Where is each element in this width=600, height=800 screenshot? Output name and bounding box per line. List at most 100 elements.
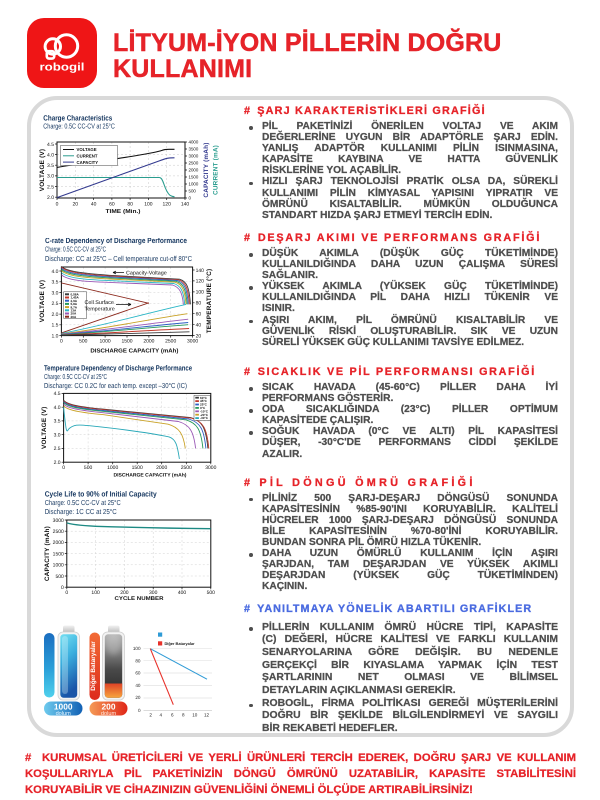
svg-text:0: 0 <box>62 465 65 471</box>
svg-text:1500: 1500 <box>189 175 199 180</box>
svg-text:200: 200 <box>120 590 129 596</box>
svg-text:0: 0 <box>189 196 192 201</box>
svg-text:Charge: 0.5C CC-CV at 25°C: Charge: 0.5C CC-CV at 25°C <box>43 122 115 131</box>
svg-text:2000: 2000 <box>189 168 199 173</box>
svg-text:Cycle Life to 90% of Initial C: Cycle Life to 90% of Initial Capacity <box>45 490 158 499</box>
svg-text:VOLTAGE (V): VOLTAGE (V) <box>41 407 48 449</box>
svg-text:20: 20 <box>135 695 141 700</box>
svg-text:Cell Surface: Cell Surface <box>85 300 114 306</box>
svg-text:2,9A: 2,9A <box>71 299 78 303</box>
svg-text:1000: 1000 <box>54 702 73 712</box>
svg-text:10: 10 <box>192 713 198 718</box>
svg-text:3000: 3000 <box>53 518 64 524</box>
svg-text:60: 60 <box>109 202 115 208</box>
svg-text:2.5: 2.5 <box>54 446 61 452</box>
svg-text:1000: 1000 <box>53 563 64 569</box>
svg-text:80: 80 <box>196 301 202 307</box>
svg-text:Charge Characteristics: Charge Characteristics <box>43 114 112 123</box>
svg-text:300: 300 <box>149 590 158 596</box>
svg-text:13A: 13A <box>71 309 77 313</box>
svg-text:20: 20 <box>196 333 202 339</box>
svg-text:Temperature: Temperature <box>85 307 115 313</box>
svg-text:VOLTAGE: VOLTAGE <box>77 147 97 152</box>
svg-text:VOLTAGE (V): VOLTAGE (V) <box>39 280 46 322</box>
svg-text:40: 40 <box>135 683 141 688</box>
svg-text:4: 4 <box>160 713 163 718</box>
svg-text:2.5: 2.5 <box>47 184 54 190</box>
svg-text:3.5: 3.5 <box>51 280 58 286</box>
svg-text:20A: 20A <box>71 312 77 316</box>
svg-text:4000: 4000 <box>189 140 199 145</box>
svg-text:3.0: 3.0 <box>47 174 54 180</box>
svg-text:DISCHARGE CAPACITY (mAh): DISCHARGE CAPACITY (mAh) <box>114 473 187 479</box>
svg-text:2000: 2000 <box>53 540 64 546</box>
svg-text:140: 140 <box>196 268 205 274</box>
svg-text:0: 0 <box>56 202 59 208</box>
svg-text:40: 40 <box>196 323 202 329</box>
svg-text:400: 400 <box>178 590 187 596</box>
svg-text:1.0: 1.0 <box>51 333 58 339</box>
svg-text:500: 500 <box>79 339 88 345</box>
svg-text:Charge: 0.5C CC-CV at 25°C: Charge: 0.5C CC-CV at 25°C <box>45 498 121 507</box>
svg-text:0: 0 <box>61 585 64 591</box>
svg-text:1000: 1000 <box>107 465 118 471</box>
svg-text:4.0: 4.0 <box>51 269 58 275</box>
svg-text:80: 80 <box>127 202 133 208</box>
svg-text:1500: 1500 <box>53 551 64 557</box>
svg-text:CAPACITY (mAh): CAPACITY (mAh) <box>44 526 51 581</box>
svg-text:TIME (Min.): TIME (Min.) <box>106 208 141 215</box>
svg-text:26A: 26A <box>71 315 77 319</box>
svg-text:3000: 3000 <box>187 339 198 345</box>
svg-text:3.0: 3.0 <box>51 290 58 296</box>
svg-text:20: 20 <box>73 202 79 208</box>
svg-text:5,8A: 5,8A <box>71 302 78 306</box>
svg-text:1500: 1500 <box>121 339 132 345</box>
svg-text:-20°C: -20°C <box>200 413 209 417</box>
svg-text:45°C: 45°C <box>200 399 208 403</box>
svg-text:80: 80 <box>135 658 141 663</box>
svg-text:dolum: dolum <box>56 710 72 717</box>
svg-text:3.5: 3.5 <box>54 419 61 425</box>
svg-text:40: 40 <box>91 202 97 208</box>
svg-text:TEMPERATURE (°C): TEMPERATURE (°C) <box>206 269 213 334</box>
svg-text:500: 500 <box>84 465 93 471</box>
svg-text:CAPACITY: CAPACITY <box>77 160 99 165</box>
svg-text:Discharge: CC 0.2C for each te: Discharge: CC 0.2C for each temp. except… <box>44 381 187 390</box>
svg-text:2500: 2500 <box>189 161 199 166</box>
svg-text:140: 140 <box>181 202 190 208</box>
svg-text:3.5: 3.5 <box>47 163 54 169</box>
svg-text:VOLTAGE (V): VOLTAGE (V) <box>39 149 46 191</box>
svg-text:0: 0 <box>65 590 68 596</box>
svg-text:2500: 2500 <box>181 465 192 471</box>
svg-text:3.0: 3.0 <box>54 433 61 439</box>
svg-text:Discharge: 1C CC at 25°C: Discharge: 1C CC at 25°C <box>45 507 117 516</box>
svg-text:CYCLE NUMBER: CYCLE NUMBER <box>115 596 164 602</box>
svg-text:4.0: 4.0 <box>47 152 54 158</box>
svg-text:0,58A: 0,58A <box>71 293 80 297</box>
svg-text:3000: 3000 <box>205 465 216 471</box>
svg-text:500: 500 <box>189 189 197 194</box>
svg-text:Diğer Bataryalar: Diğer Bataryalar <box>90 641 97 691</box>
svg-text:500: 500 <box>207 590 216 596</box>
svg-text:3000: 3000 <box>189 154 199 159</box>
svg-text:8: 8 <box>182 713 185 718</box>
svg-text:60°C: 60°C <box>200 396 208 400</box>
svg-text:0: 0 <box>60 339 63 345</box>
svg-text:Charge: 0.5C CC-CV at 25°C: Charge: 0.5C CC-CV at 25°C <box>44 372 107 381</box>
svg-text:Charge: 0.5C CC-CV at 25°C: Charge: 0.5C CC-CV at 25°C <box>45 245 106 254</box>
svg-text:100: 100 <box>91 590 100 596</box>
svg-text:0: 0 <box>138 708 141 713</box>
svg-text:8,7A: 8,7A <box>71 305 78 309</box>
svg-text:1500: 1500 <box>132 465 143 471</box>
svg-text:2000: 2000 <box>156 465 167 471</box>
svg-text:3500: 3500 <box>189 147 199 152</box>
svg-text:60: 60 <box>196 312 202 318</box>
svg-text:2: 2 <box>149 713 152 718</box>
svg-text:200: 200 <box>102 702 116 712</box>
svg-text:0°C: 0°C <box>200 406 206 410</box>
svg-text:2.5: 2.5 <box>51 301 58 307</box>
svg-text:2.0: 2.0 <box>47 195 54 201</box>
svg-text:CURRENT: CURRENT <box>77 154 98 159</box>
svg-text:2500: 2500 <box>53 529 64 535</box>
svg-text:120: 120 <box>163 202 172 208</box>
